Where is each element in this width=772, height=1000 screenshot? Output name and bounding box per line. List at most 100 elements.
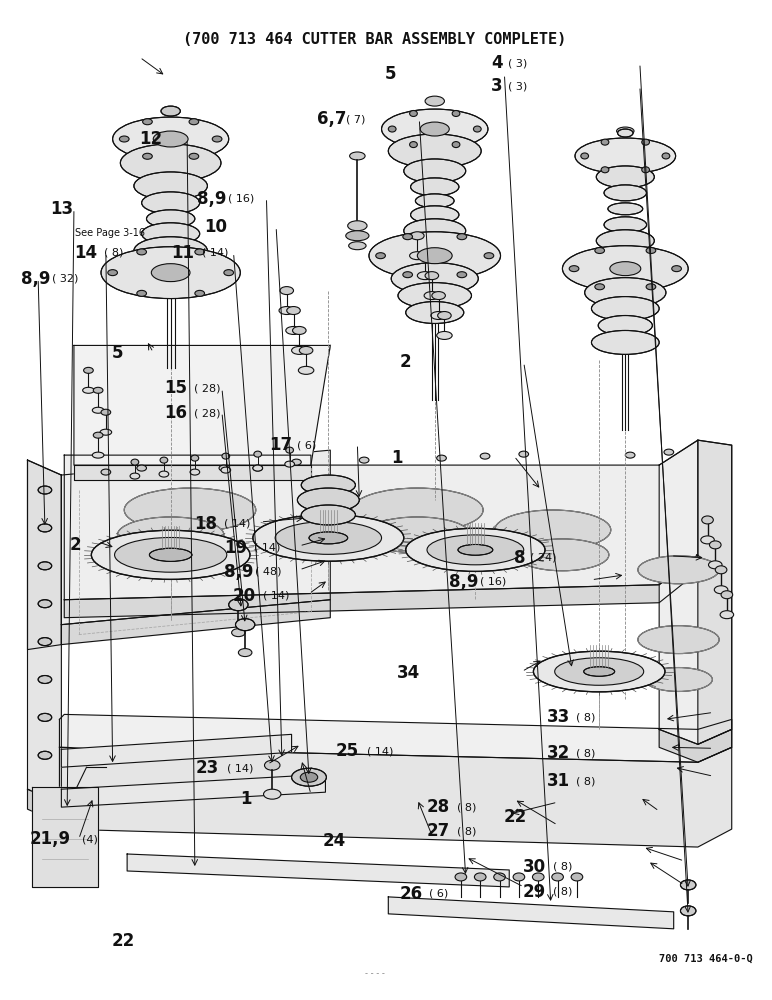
Ellipse shape bbox=[425, 272, 438, 280]
Ellipse shape bbox=[533, 651, 665, 692]
Ellipse shape bbox=[285, 461, 294, 467]
Ellipse shape bbox=[404, 159, 466, 183]
Text: - - - -: - - - - bbox=[365, 969, 384, 978]
Ellipse shape bbox=[475, 873, 486, 881]
Text: ( 6): ( 6) bbox=[297, 440, 317, 450]
Ellipse shape bbox=[130, 473, 140, 479]
Ellipse shape bbox=[680, 906, 696, 916]
Text: 16: 16 bbox=[164, 404, 187, 422]
Ellipse shape bbox=[415, 194, 454, 208]
Ellipse shape bbox=[143, 153, 152, 159]
Ellipse shape bbox=[437, 455, 446, 461]
Ellipse shape bbox=[533, 873, 544, 881]
Ellipse shape bbox=[38, 638, 52, 646]
Ellipse shape bbox=[100, 429, 112, 435]
Ellipse shape bbox=[117, 517, 224, 553]
Ellipse shape bbox=[195, 249, 205, 255]
Text: ( 8): ( 8) bbox=[104, 248, 124, 258]
Ellipse shape bbox=[114, 537, 227, 572]
Text: ( 8): ( 8) bbox=[553, 862, 572, 872]
Ellipse shape bbox=[309, 532, 347, 544]
Ellipse shape bbox=[680, 880, 696, 890]
Ellipse shape bbox=[38, 713, 52, 721]
Ellipse shape bbox=[265, 760, 280, 770]
Text: ( 16): ( 16) bbox=[480, 577, 506, 587]
Ellipse shape bbox=[134, 172, 208, 200]
Text: 29: 29 bbox=[523, 883, 546, 901]
Text: 19: 19 bbox=[224, 539, 247, 557]
Ellipse shape bbox=[83, 367, 93, 373]
Ellipse shape bbox=[38, 600, 52, 608]
Ellipse shape bbox=[229, 599, 248, 611]
Ellipse shape bbox=[120, 144, 221, 182]
Text: ( 14): ( 14) bbox=[201, 248, 228, 258]
Text: 23: 23 bbox=[195, 759, 218, 777]
Ellipse shape bbox=[347, 221, 367, 231]
Text: 22: 22 bbox=[504, 808, 527, 826]
Ellipse shape bbox=[410, 142, 418, 148]
Ellipse shape bbox=[601, 139, 609, 145]
Ellipse shape bbox=[664, 449, 674, 455]
Text: 17: 17 bbox=[269, 436, 292, 454]
Ellipse shape bbox=[438, 312, 451, 320]
Ellipse shape bbox=[124, 488, 256, 532]
Text: ( 8): ( 8) bbox=[457, 802, 476, 812]
Polygon shape bbox=[64, 440, 698, 600]
Text: ( 24): ( 24) bbox=[530, 553, 557, 563]
Ellipse shape bbox=[452, 142, 460, 148]
Ellipse shape bbox=[91, 530, 250, 579]
Ellipse shape bbox=[411, 206, 459, 224]
Ellipse shape bbox=[618, 129, 633, 137]
Ellipse shape bbox=[617, 127, 634, 135]
Text: 12: 12 bbox=[140, 130, 163, 148]
Ellipse shape bbox=[458, 544, 493, 555]
Text: 10: 10 bbox=[205, 218, 228, 236]
Text: ( 8): ( 8) bbox=[577, 712, 596, 722]
Ellipse shape bbox=[286, 307, 300, 315]
Ellipse shape bbox=[151, 264, 190, 282]
Text: 5: 5 bbox=[112, 344, 124, 362]
Text: ( 8): ( 8) bbox=[577, 748, 596, 758]
Ellipse shape bbox=[591, 297, 659, 320]
Ellipse shape bbox=[604, 217, 647, 233]
Polygon shape bbox=[61, 774, 326, 807]
Ellipse shape bbox=[235, 619, 255, 631]
Ellipse shape bbox=[93, 432, 103, 438]
Text: ( 6): ( 6) bbox=[429, 889, 449, 899]
Polygon shape bbox=[74, 465, 311, 480]
Ellipse shape bbox=[349, 242, 366, 250]
Ellipse shape bbox=[595, 248, 604, 254]
Text: 700 713 464-0-Q: 700 713 464-0-Q bbox=[659, 954, 753, 964]
Ellipse shape bbox=[555, 658, 644, 685]
Ellipse shape bbox=[494, 873, 506, 881]
Text: (700 713 464 CUTTER BAR ASSEMBLY COMPLETE): (700 713 464 CUTTER BAR ASSEMBLY COMPLET… bbox=[183, 32, 567, 47]
Text: 21,9: 21,9 bbox=[30, 830, 71, 848]
Ellipse shape bbox=[598, 316, 652, 335]
Ellipse shape bbox=[239, 649, 252, 657]
Ellipse shape bbox=[38, 486, 52, 494]
Ellipse shape bbox=[388, 134, 481, 168]
Text: ( 7): ( 7) bbox=[347, 114, 366, 124]
Text: ( 8): ( 8) bbox=[457, 826, 476, 836]
Ellipse shape bbox=[254, 451, 262, 457]
Text: 6,7: 6,7 bbox=[317, 110, 346, 128]
Ellipse shape bbox=[292, 459, 301, 465]
Ellipse shape bbox=[189, 119, 198, 125]
Ellipse shape bbox=[101, 409, 110, 415]
Text: 32: 32 bbox=[547, 744, 570, 762]
Ellipse shape bbox=[575, 138, 676, 174]
Ellipse shape bbox=[212, 136, 222, 142]
Ellipse shape bbox=[297, 488, 359, 512]
Ellipse shape bbox=[601, 167, 609, 173]
Ellipse shape bbox=[359, 457, 369, 463]
Ellipse shape bbox=[457, 272, 466, 278]
Text: 8,9: 8,9 bbox=[224, 563, 253, 581]
Text: 26: 26 bbox=[399, 885, 422, 903]
Text: ( 32): ( 32) bbox=[52, 274, 79, 284]
Polygon shape bbox=[64, 555, 698, 618]
Ellipse shape bbox=[427, 535, 523, 565]
Ellipse shape bbox=[113, 117, 229, 161]
Text: ( 3): ( 3) bbox=[508, 81, 527, 91]
Ellipse shape bbox=[279, 307, 294, 315]
Ellipse shape bbox=[137, 465, 147, 471]
